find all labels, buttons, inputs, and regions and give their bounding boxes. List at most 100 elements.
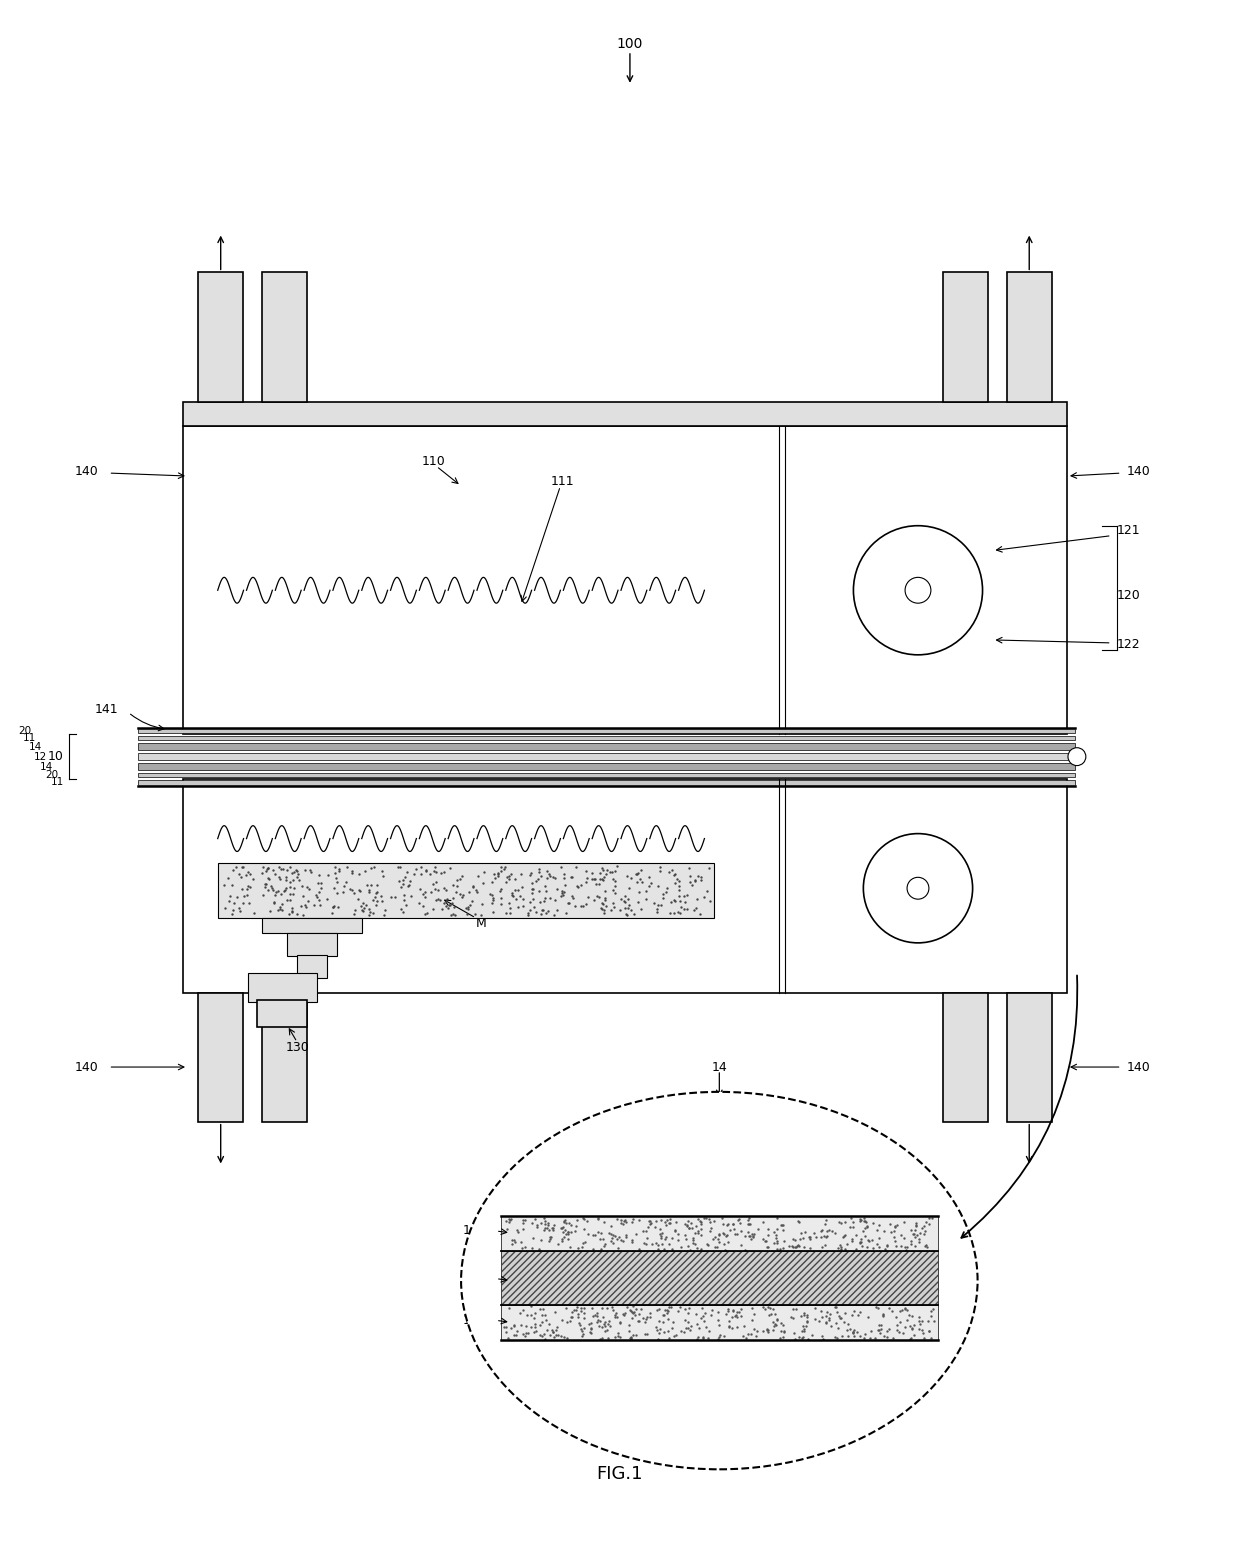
Point	[675, 897, 694, 922]
Point	[360, 880, 379, 904]
Point	[511, 861, 531, 886]
Point	[463, 889, 482, 914]
Point	[785, 1321, 805, 1346]
Point	[459, 897, 479, 922]
Point	[732, 1232, 751, 1257]
Point	[821, 1315, 841, 1340]
Point	[810, 1308, 830, 1333]
Point	[843, 1209, 863, 1234]
Point	[681, 870, 701, 895]
Point	[717, 1221, 737, 1246]
Point	[491, 876, 511, 901]
Point	[444, 886, 464, 911]
Point	[694, 884, 714, 909]
Point	[665, 1218, 684, 1243]
Point	[817, 1223, 837, 1248]
Point	[511, 1313, 531, 1338]
Point	[916, 1232, 936, 1257]
Point	[460, 892, 480, 917]
Point	[662, 1315, 682, 1340]
Point	[544, 1212, 564, 1237]
Point	[531, 1228, 551, 1253]
Point	[316, 886, 336, 911]
Point	[656, 1212, 676, 1237]
Point	[275, 876, 295, 901]
Point	[533, 898, 553, 923]
Point	[739, 1206, 759, 1231]
Point	[381, 884, 401, 909]
Point	[678, 1215, 698, 1240]
Point	[905, 1232, 925, 1257]
Point	[851, 1206, 870, 1231]
Point	[531, 890, 551, 915]
Point	[218, 889, 238, 914]
Point	[538, 1212, 558, 1237]
Bar	[298, 954, 327, 977]
Point	[593, 858, 613, 883]
Point	[521, 1294, 541, 1319]
Point	[630, 1308, 650, 1333]
Point	[904, 1313, 924, 1338]
Point	[603, 1298, 622, 1322]
Point	[708, 1307, 728, 1332]
Point	[708, 1235, 728, 1260]
Point	[676, 1315, 696, 1340]
Point	[502, 1232, 522, 1257]
Point	[872, 1316, 892, 1341]
Point	[773, 1212, 792, 1237]
Point	[647, 1298, 667, 1322]
Point	[513, 1207, 533, 1232]
Point	[859, 1229, 879, 1254]
Point	[709, 1313, 729, 1338]
Point	[758, 1294, 777, 1319]
Point	[358, 878, 378, 903]
Point	[697, 1206, 717, 1231]
Point	[698, 1326, 718, 1350]
Point	[272, 890, 291, 915]
Point	[650, 1316, 670, 1341]
Point	[434, 876, 454, 901]
Point	[800, 1226, 820, 1251]
Point	[844, 1318, 864, 1343]
Point	[811, 1225, 831, 1249]
Point	[304, 892, 324, 917]
Point	[619, 875, 639, 900]
Point	[601, 1221, 621, 1246]
Point	[691, 1223, 711, 1248]
Point	[649, 1321, 668, 1346]
Point	[678, 1310, 698, 1335]
Point	[239, 875, 259, 900]
Point	[415, 886, 435, 911]
Point	[238, 873, 258, 898]
Point	[495, 855, 515, 880]
Point	[915, 1214, 935, 1239]
Point	[764, 1231, 784, 1256]
Point	[351, 878, 371, 903]
Bar	[198, 272, 243, 401]
Point	[325, 861, 345, 886]
Point	[835, 1301, 854, 1326]
Point	[759, 1319, 779, 1344]
Point	[615, 1207, 635, 1232]
Point	[541, 886, 560, 911]
Point	[796, 1313, 816, 1338]
Point	[655, 1319, 675, 1344]
Point	[605, 859, 625, 884]
Point	[884, 1228, 904, 1253]
Point	[233, 884, 253, 909]
Point	[215, 873, 234, 898]
Point	[591, 890, 611, 915]
Text: M: M	[476, 917, 486, 929]
Point	[278, 858, 298, 883]
Point	[537, 866, 557, 890]
Point	[523, 886, 543, 911]
Bar	[501, 1305, 937, 1340]
Point	[601, 1214, 621, 1239]
Point	[444, 901, 464, 926]
Point	[806, 1296, 826, 1321]
Point	[657, 1207, 677, 1232]
Point	[588, 1207, 608, 1232]
Point	[852, 1228, 872, 1253]
Point	[538, 1211, 558, 1235]
Point	[593, 1304, 613, 1329]
